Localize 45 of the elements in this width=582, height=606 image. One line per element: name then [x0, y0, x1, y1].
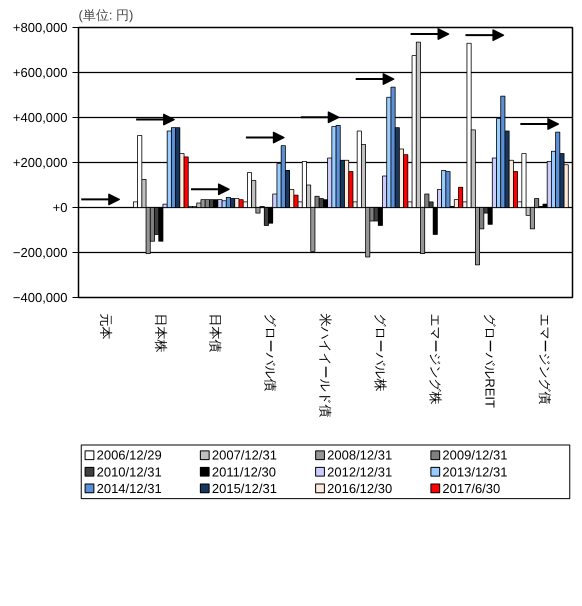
x-tick-label: 日本債 [208, 313, 224, 352]
legend-label: 2008/12/31 [327, 448, 392, 463]
bar [184, 156, 189, 208]
bar [137, 135, 142, 208]
legend-label: 2013/12/31 [442, 464, 508, 480]
legend-label: 2012/12/31 [327, 464, 392, 480]
y-tick-label: −400,000 [12, 290, 68, 305]
x-tick-label: エマージング株 [428, 313, 443, 404]
legend-label: 2007/12/31 [212, 448, 277, 463]
y-tick-label: +600,000 [12, 65, 68, 80]
legend-label: 2015/12/31 [212, 480, 277, 496]
bar [200, 199, 206, 208]
bar [555, 132, 560, 208]
x-tick-label: 日本株 [153, 313, 168, 352]
bar [238, 199, 244, 208]
y-tick-label: +200,000 [12, 155, 68, 170]
legend-label: 2009/12/31 [442, 448, 508, 463]
bar [390, 86, 396, 208]
x-tick-label: 元本 [98, 313, 114, 340]
legend-label: 2011/12/30 [212, 464, 276, 480]
y-axis-title: (単位: 円) [78, 8, 134, 22]
bar [445, 171, 450, 208]
y-tick-label: +400,000 [12, 110, 68, 125]
bar [230, 198, 236, 208]
x-tick-label: グローバルREIT [482, 313, 498, 408]
y-tick-label: −200,000 [12, 245, 68, 260]
legend-label: 2016/12/30 [327, 480, 392, 496]
y-tick-label: +800,000 [12, 20, 68, 35]
legend-label: 2014/12/31 [96, 480, 162, 496]
x-tick-label: グローバル株 [372, 313, 388, 392]
bar [213, 199, 218, 208]
bar [344, 160, 350, 208]
bar [302, 160, 307, 208]
legend-label: 2010/12/31 [96, 464, 162, 480]
bar [222, 200, 227, 208]
x-tick-label: エマージング債 [538, 313, 553, 404]
x-tick-label: 米ハイイールド債 [318, 313, 333, 418]
legend-label: 2017/6/30 [442, 480, 500, 496]
bar [158, 207, 164, 242]
x-tick-label: グローバル債 [263, 313, 278, 392]
bar [458, 186, 464, 208]
bar [441, 170, 446, 208]
legend-label: 2006/12/29 [96, 448, 162, 463]
y-tick-label: +0 [52, 200, 68, 215]
bar [175, 127, 180, 208]
